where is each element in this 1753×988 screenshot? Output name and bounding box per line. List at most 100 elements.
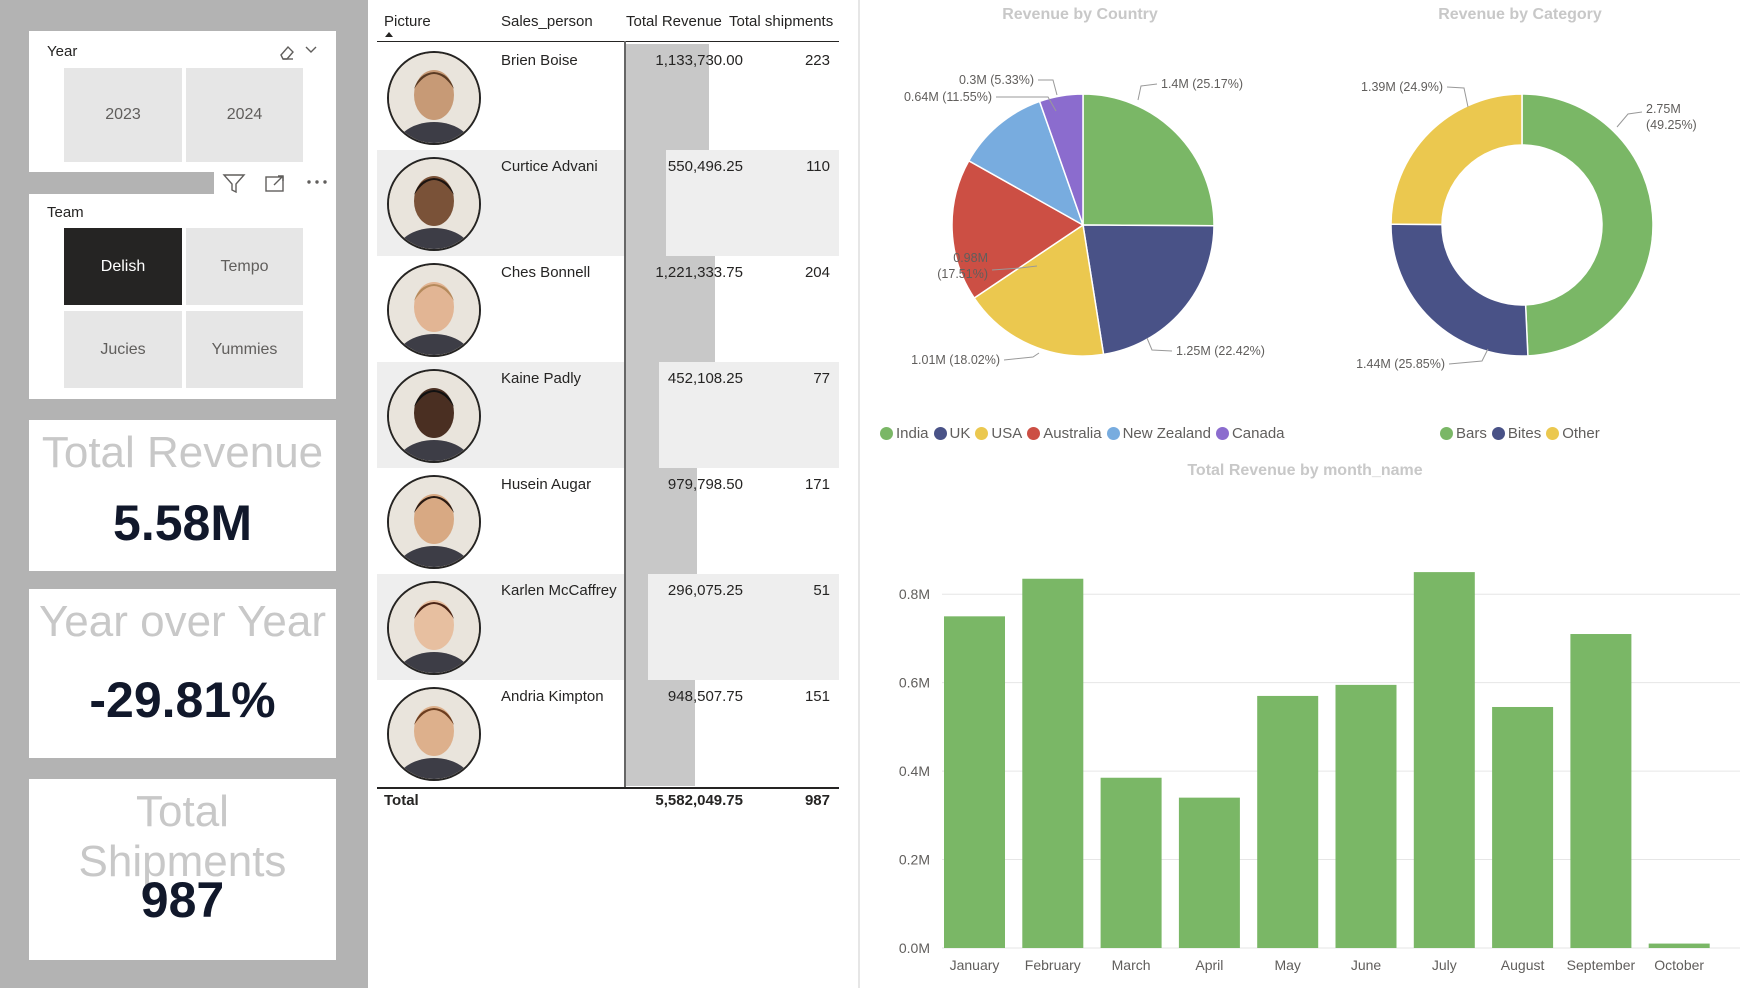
- bar-february[interactable]: [1022, 578, 1084, 948]
- bar-march[interactable]: [1100, 777, 1162, 948]
- legend-item-australia[interactable]: Australia: [1027, 425, 1102, 442]
- legend-item-canada[interactable]: Canada: [1215, 425, 1285, 442]
- legend-marker: [1027, 427, 1041, 440]
- table-row[interactable]: Andria Kimpton 948,507.75 151: [377, 680, 839, 786]
- year-option-2024[interactable]: 2024: [186, 68, 303, 162]
- legend-marker: [880, 427, 893, 440]
- leader-line: [991, 265, 1038, 271]
- slice-bars[interactable]: [1521, 93, 1654, 357]
- shipments-value: 51: [813, 582, 830, 599]
- revenue-data-bar: [626, 150, 667, 256]
- bar-september[interactable]: [1570, 634, 1632, 948]
- bar-axis-line: [624, 41, 626, 787]
- year-option-2023[interactable]: 2023: [64, 68, 182, 162]
- legend-marker: [1215, 427, 1229, 440]
- sort-ascending-icon[interactable]: [384, 31, 394, 38]
- team-option-tempo[interactable]: Tempo: [186, 228, 303, 305]
- revenue-data-bar: [626, 362, 659, 468]
- legend-item-new-zealand[interactable]: New Zealand: [1106, 425, 1211, 442]
- y-tick-label: 0.8M: [899, 586, 930, 602]
- category-legend: Bars Bites Other: [1440, 425, 1605, 442]
- legend-label: Australia: [1043, 425, 1102, 442]
- data-label: 1.44M (25.85%): [1356, 357, 1445, 371]
- table-row[interactable]: Brien Boise 1,133,730.00 223: [377, 44, 839, 150]
- bar-may[interactable]: [1257, 695, 1319, 948]
- shipments-value: 204: [804, 264, 830, 281]
- revenue-data-bar: [626, 680, 696, 786]
- total-revenue-card: Total Revenue 5.58M: [29, 420, 336, 571]
- column-header-total-revenue[interactable]: Total Revenue: [626, 13, 722, 30]
- legend-item-usa[interactable]: USA: [975, 425, 1022, 442]
- bar-april[interactable]: [1178, 797, 1240, 948]
- x-tick-label: January: [950, 957, 1000, 973]
- data-label: 1.39M (24.9%): [1361, 80, 1443, 94]
- filter-icon[interactable]: [222, 173, 246, 193]
- revenue-value: 979,798.50: [667, 476, 743, 493]
- legend-marker: [1106, 427, 1120, 440]
- slice-usa[interactable]: [973, 223, 1105, 357]
- leader-line: [1137, 83, 1158, 101]
- salesperson-photo: [387, 687, 481, 781]
- kpi-value: 987: [140, 872, 225, 928]
- legend-label: Canada: [1231, 425, 1285, 442]
- table-row[interactable]: Husein Augar 979,798.50 171: [377, 468, 839, 574]
- legend-label: New Zealand: [1122, 425, 1211, 442]
- column-header-total-shipments[interactable]: Total shipments: [729, 13, 834, 30]
- team-option-jucies[interactable]: Jucies: [64, 311, 182, 388]
- legend-marker: [975, 427, 989, 440]
- data-label: 0.98M (17.51%): [937, 251, 988, 281]
- table-row[interactable]: Karlen McCaffrey 296,075.25 51: [377, 574, 839, 680]
- table-row[interactable]: Curtice Advani 550,496.25 110: [377, 150, 839, 256]
- revenue-by-country-pie[interactable]: 1.4M (25.17%) 1.25M (22.42%) 1.01M (18.02%…: [860, 40, 1310, 400]
- shipments-value: 110: [806, 158, 830, 175]
- bar-july[interactable]: [1413, 572, 1475, 948]
- column-header-picture[interactable]: Picture: [384, 13, 431, 30]
- more-options-icon[interactable]: [306, 178, 330, 186]
- bar-august[interactable]: [1492, 706, 1554, 948]
- legend-item-uk[interactable]: UK: [933, 425, 971, 442]
- revenue-value: 1,133,730.00: [655, 52, 743, 69]
- kpi-label: Total Shipments: [78, 787, 287, 886]
- eraser-icon[interactable]: [277, 43, 297, 61]
- year-slicer-title: Year: [47, 43, 78, 60]
- slice-canada[interactable]: [1038, 93, 1084, 226]
- legend-marker: [1440, 427, 1453, 440]
- slice-new-zealand[interactable]: [967, 100, 1085, 227]
- column-header-sales-person[interactable]: Sales_person: [501, 13, 593, 30]
- x-tick-label: August: [1501, 957, 1545, 973]
- shipments-value: 171: [804, 476, 830, 493]
- bar-october[interactable]: [1648, 943, 1710, 948]
- revenue-by-month-bar-chart[interactable]: 0.0M 0.2M 0.4M 0.6M 0.8M January February March…: [860, 485, 1750, 980]
- revenue-by-category-donut[interactable]: 2.75M (49.25%) 1.44M (25.85%) 1.39M (24.9%): [1310, 40, 1750, 400]
- year-over-year-card: Year over Year -29.81%: [29, 589, 336, 758]
- slice-australia[interactable]: [951, 159, 1085, 300]
- total-shipments-card: Total Shipments 987: [29, 779, 336, 960]
- x-tick-label: May: [1274, 957, 1300, 973]
- slice-other[interactable]: [1390, 93, 1523, 226]
- focus-mode-icon[interactable]: [264, 173, 286, 193]
- slice-bites[interactable]: [1390, 223, 1529, 357]
- table-row[interactable]: Ches Bonnell 1,221,333.75 204: [377, 256, 839, 362]
- chevron-down-icon[interactable]: [304, 45, 318, 55]
- salesperson-photo: [387, 51, 481, 145]
- bar-january[interactable]: [944, 616, 1005, 948]
- x-tick-label: March: [1112, 957, 1151, 973]
- legend-marker: [1546, 427, 1560, 440]
- table-row[interactable]: Kaine Padly 452,108.25 77: [377, 362, 839, 468]
- leader-line: [1038, 79, 1058, 96]
- legend-item-india[interactable]: India: [880, 425, 929, 442]
- bar-june[interactable]: [1335, 684, 1397, 948]
- legend-item-bars[interactable]: Bars: [1440, 425, 1487, 442]
- legend-item-bites[interactable]: Bites: [1491, 425, 1541, 442]
- legend-label: UK: [949, 425, 971, 442]
- total-revenue-value: 5,582,049.75: [655, 792, 743, 809]
- salesperson-name: Andria Kimpton: [501, 688, 604, 705]
- team-option-delish[interactable]: Delish: [64, 228, 182, 305]
- revenue-value: 1,221,333.75: [655, 264, 743, 281]
- team-option-yummies[interactable]: Yummies: [186, 311, 303, 388]
- shipments-value: 223: [804, 52, 830, 69]
- legend-item-other[interactable]: Other: [1546, 425, 1600, 442]
- slice-india[interactable]: [1082, 93, 1215, 227]
- salesperson-name: Ches Bonnell: [501, 264, 591, 281]
- slice-uk[interactable]: [1082, 224, 1215, 356]
